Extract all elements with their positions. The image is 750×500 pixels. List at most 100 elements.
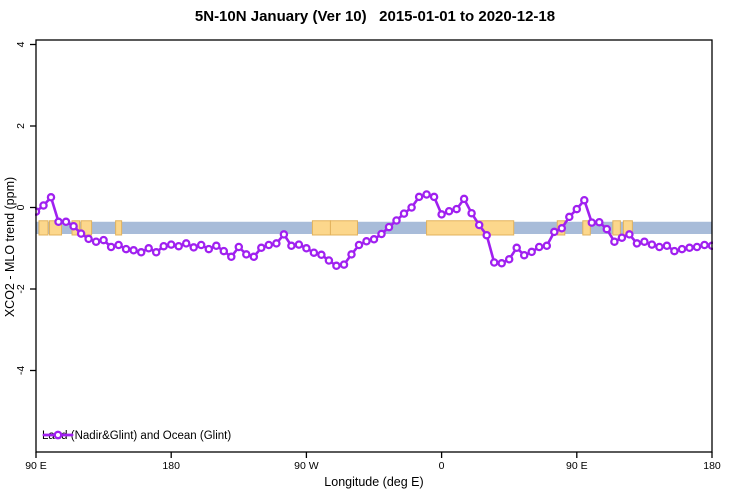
series-marker [429,192,439,202]
legend-sample-circle [53,430,63,440]
series-marker [257,243,266,253]
series-marker [159,241,168,251]
series-marker [640,237,649,246]
series-marker [595,217,604,227]
series-marker [655,242,664,252]
series-marker [249,252,259,262]
y-axis-ticks: -4 -2 0 2 4 [15,41,36,375]
x-tick-label: 180 [162,460,180,472]
series-marker [527,247,536,257]
series-marker [91,237,101,246]
y-tick-label: -2 [15,284,27,293]
land-patch [426,220,515,236]
x-tick-label: 90 W [294,460,319,472]
series-marker [474,220,484,230]
series-marker [69,221,78,231]
series-marker [519,250,529,260]
series-marker [332,261,341,271]
x-axis-label: Longitude (deg E) [324,475,424,489]
y-tick-label: 0 [15,204,27,210]
series-marker [692,242,702,252]
series-marker [151,248,161,257]
series-marker [407,203,416,212]
series-marker [497,259,506,268]
axes [35,39,713,453]
series-marker [685,243,694,253]
series-marker [414,192,424,202]
series-marker [234,242,244,252]
plot-border [35,39,713,453]
series-marker [632,239,642,248]
series-marker [437,210,446,219]
series-marker [444,206,454,216]
series-marker [610,237,619,246]
series-marker [136,248,146,257]
x-axis-ticks: 90 E 180 90 W 0 90 E 180 [25,452,721,472]
series-marker [339,260,349,269]
series-marker [377,229,386,239]
series-marker [196,240,206,250]
series-marker [534,242,544,252]
series-marker [452,204,461,214]
series-marker [46,193,56,202]
land-patch [612,220,621,236]
land-patch [311,220,331,236]
x-tick-label: 90 E [25,460,47,472]
series-marker [670,246,679,256]
series-marker [542,241,552,251]
land-patch [115,220,123,236]
legend-line-marker-icon [42,430,74,440]
ocean-band [36,221,712,234]
legend-series-label: Land (Nadir&Glint) and Ocean (Glint) [42,430,232,442]
series-marker [625,230,634,239]
land-patch [582,220,591,236]
series-marker [317,250,326,260]
series-marker [459,194,469,204]
series-marker [219,246,229,256]
series-marker [204,244,214,254]
series-marker [504,255,514,264]
series-marker [129,246,138,255]
series-marker [99,235,108,245]
series-marker [602,224,612,234]
series-marker [144,244,153,253]
series-marker [647,240,657,249]
series-marker [565,212,574,222]
series-marker [482,230,491,240]
series-marker [572,204,582,214]
series-marker [324,256,334,265]
series-marker [61,217,71,227]
legend: Land (Nadir&Glint) and Ocean (Glint) [42,428,231,444]
series-marker [242,250,251,259]
series-marker [54,217,63,227]
series-marker [512,243,521,253]
series-marker [550,227,559,237]
series-marker [302,244,311,253]
series-marker [181,239,191,248]
series-marker [399,209,409,218]
series-marker [362,237,371,246]
series-marker [174,241,183,251]
y-tick-label: 2 [15,123,27,129]
land-patch [80,220,93,236]
series-marker [287,241,296,251]
series-marker [700,240,709,250]
map-strip-band [36,221,712,234]
data-series [35,190,713,271]
series-marker [422,190,431,199]
series-marker [309,248,319,257]
series-marker [347,250,356,259]
series-marker [114,240,123,250]
series-marker [384,222,394,232]
series-marker [227,252,236,262]
series-marker [84,234,93,244]
series-marker [76,229,86,238]
series-marker [294,240,304,249]
series-marker [677,244,687,254]
series-marker [106,242,116,252]
series-marker [467,208,476,218]
series-marker [39,201,48,210]
series-marker [212,241,221,251]
series-marker [279,230,289,239]
y-axis-label: XCO2 - MLO trend (ppm) [3,176,17,318]
